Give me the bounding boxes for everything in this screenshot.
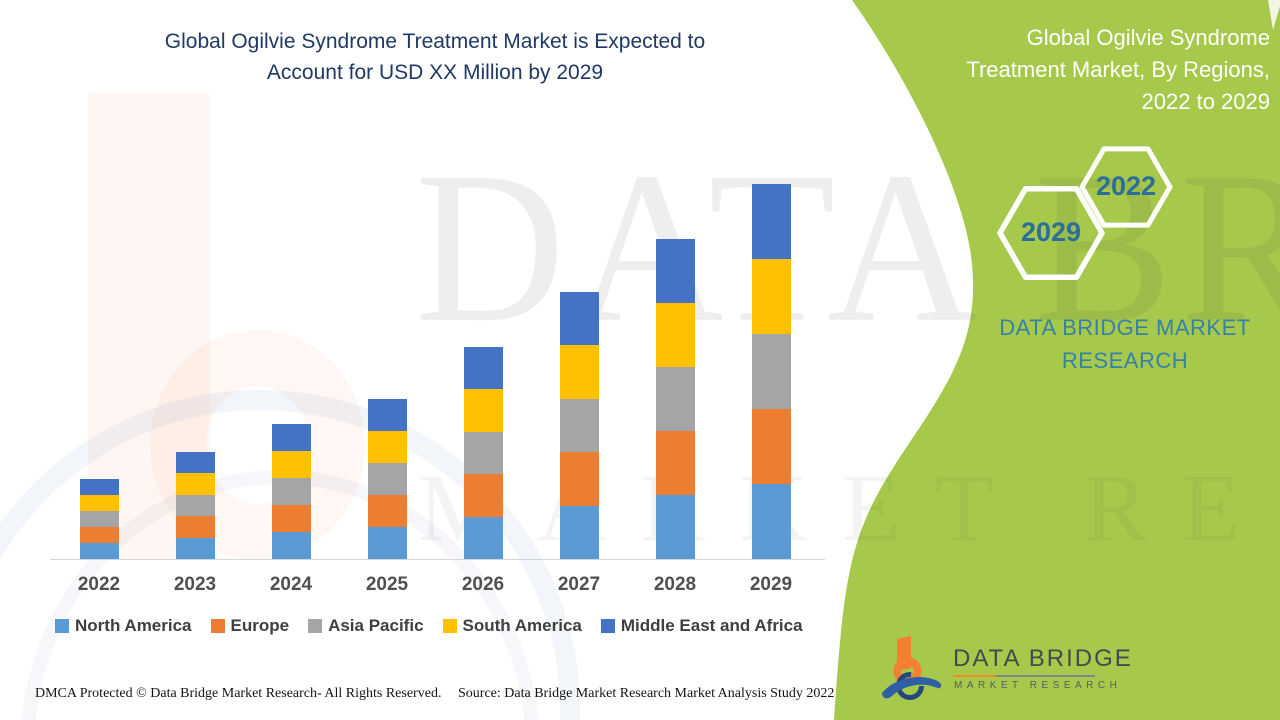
legend-swatch-icon [55, 619, 69, 633]
footer-source-text: Source: Data Bridge Market Research Mark… [458, 686, 835, 701]
bar-segment-2023-europe [175, 516, 215, 538]
stacked-bar-2022 [79, 479, 119, 559]
bar-segment-2025-asia-pacific [367, 463, 407, 495]
bar-segment-2029-middle-east-and-africa [751, 184, 791, 259]
bar-segment-2028-middle-east-and-africa [655, 239, 695, 303]
bar-segment-2025-europe [367, 495, 407, 527]
bar-segment-2029-south-america [751, 259, 791, 334]
legend-item-middle-east-and-africa: Middle East and Africa [600, 616, 803, 636]
bar-segment-2025-north-america [367, 527, 407, 559]
bar-segment-2022-middle-east-and-africa [79, 479, 119, 495]
legend-item-south-america: South America [442, 616, 582, 636]
logo-divider-line [953, 675, 1095, 677]
bar-segment-2026-middle-east-and-africa [463, 346, 503, 389]
bar-segment-2023-asia-pacific [175, 494, 215, 516]
logo-text-data-bridge: DATA BRIDGE [953, 645, 1133, 672]
bar-segment-2026-asia-pacific [463, 431, 503, 474]
legend-label: Middle East and Africa [620, 616, 803, 635]
legend-swatch-icon [442, 619, 457, 633]
bar-segment-2028-europe [655, 431, 695, 495]
stacked-bar-2028 [655, 239, 695, 559]
bar-segment-2023-north-america [175, 537, 215, 559]
bar-segment-2028-north-america [655, 495, 695, 559]
bar-segment-2024-north-america [271, 532, 311, 559]
bar-segment-2024-asia-pacific [271, 478, 311, 505]
legend-label: Europe [230, 616, 290, 635]
legend-swatch-icon [600, 619, 615, 633]
legend-item-europe: Europe [210, 616, 290, 636]
bar-segment-2022-south-america [79, 495, 119, 511]
bar-segment-2029-europe [751, 409, 791, 484]
bar-segment-2027-south-america [559, 345, 599, 399]
bar-segment-2026-europe [463, 474, 503, 517]
stacked-bar-2026 [463, 346, 503, 559]
stacked-bar-2023 [175, 451, 215, 559]
side-panel-title-line1: Global Ogilvie Syndrome [1026, 25, 1270, 50]
legend-label: Asia Pacific [328, 616, 424, 635]
x-axis-label-2026: 2026 [461, 574, 505, 595]
bar-segment-2027-middle-east-and-africa [559, 291, 599, 345]
bar-segment-2024-south-america [271, 451, 311, 478]
bar-segment-2028-south-america [655, 303, 695, 367]
hexagon-small [1079, 146, 1173, 228]
footer-dmca-text: DMCA Protected © Data Bridge Market Rese… [35, 686, 442, 701]
x-axis-label-2028: 2028 [653, 574, 697, 595]
x-axis-line [50, 559, 825, 560]
x-axis-label-2025: 2025 [365, 574, 409, 595]
bar-segment-2027-asia-pacific [559, 398, 599, 452]
side-panel-title: Global Ogilvie Syndrome Treatment Market… [890, 22, 1270, 118]
stacked-bar-2027 [559, 291, 599, 559]
bar-segment-2027-europe [559, 452, 599, 506]
bar-segment-2025-south-america [367, 431, 407, 463]
bar-segment-2027-north-america [559, 505, 599, 559]
bar-segment-2022-europe [79, 527, 119, 543]
bar-segment-2024-europe [271, 505, 311, 532]
bar-segment-2022-asia-pacific [79, 511, 119, 527]
hexagon-year-2022: 2022 [1095, 171, 1157, 201]
x-axis-label-2023: 2023 [173, 574, 217, 595]
x-axis-label-2029: 2029 [749, 574, 793, 595]
legend-label: North America [75, 616, 192, 635]
legend-item-north-america: North America [55, 616, 192, 636]
bar-segment-2023-middle-east-and-africa [175, 451, 215, 473]
stacked-bar-2029 [751, 184, 791, 559]
x-axis-label-2022: 2022 [77, 574, 121, 595]
side-panel-title-line2: Treatment Market, By Regions, [966, 57, 1270, 82]
hexagon-year-2029: 2029 [1020, 217, 1082, 247]
corner-sliver-decoration [1268, 0, 1280, 30]
bar-segment-2028-asia-pacific [655, 367, 695, 431]
bar-segment-2029-north-america [751, 484, 791, 559]
bar-segment-2022-north-america [79, 543, 119, 559]
legend-label: South America [462, 616, 582, 635]
bar-segment-2026-north-america [463, 516, 503, 559]
data-bridge-logo-icon [882, 635, 942, 700]
bar-segment-2029-asia-pacific [751, 334, 791, 409]
x-axis-label-2027: 2027 [557, 574, 601, 595]
chart-legend: North America Europe Asia Pacific South Ame… [55, 616, 803, 636]
bar-segment-2026-south-america [463, 389, 503, 432]
chart-title-line1: Global Ogilvie Syndrome Treatment Market… [164, 30, 706, 53]
brand-wordmark-line1: DATA BRIDGE MARKET [999, 315, 1251, 340]
stacked-bar-2024 [271, 424, 311, 559]
hexagon-large [997, 186, 1105, 280]
chart-title-line2: Account for USD XX Million by 2029 [266, 61, 604, 84]
legend-swatch-icon [308, 619, 323, 633]
legend-item-asia-pacific: Asia Pacific [308, 616, 424, 636]
legend-swatch-icon [210, 619, 225, 633]
brand-wordmark-line2: RESEARCH [1061, 348, 1189, 373]
x-axis-label-2024: 2024 [269, 574, 313, 595]
chart-title: Global Ogilvie Syndrome Treatment Market… [70, 26, 800, 88]
brand-wordmark: DATA BRIDGE MARKET RESEARCH [970, 311, 1280, 377]
stacked-bar-2025 [367, 399, 407, 559]
side-panel-title-line3: 2022 to 2029 [1141, 89, 1270, 114]
bar-segment-2023-south-america [175, 473, 215, 495]
bar-segment-2025-middle-east-and-africa [367, 399, 407, 431]
bar-segment-2024-middle-east-and-africa [271, 424, 311, 451]
logo-text-market-research: MARKET RESEARCH [954, 680, 1122, 691]
